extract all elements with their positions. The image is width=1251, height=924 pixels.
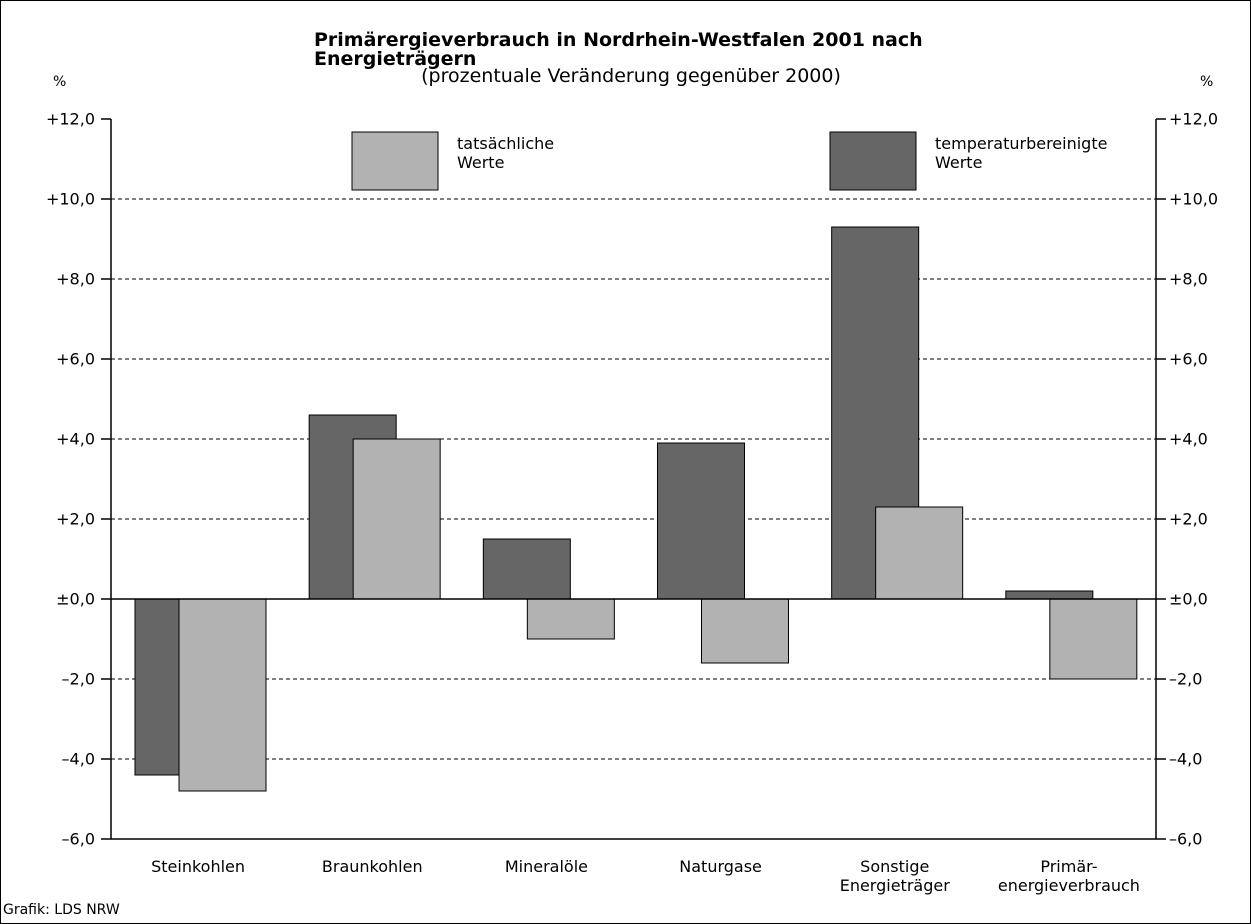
x-tick-label: Primär- energieverbrauch (997, 857, 1140, 895)
bar (701, 598, 789, 664)
chart-title: Primärergieverbrauch in Nordrhein-Westfa… (314, 29, 923, 70)
y2-tick-label: +2,0 (1169, 509, 1208, 529)
x-tick-label: Sonstige Energieträger (839, 857, 950, 895)
legend-swatch (829, 131, 917, 191)
y-axis-label: % (53, 74, 67, 90)
y-tick-label: +6,0 (56, 349, 95, 369)
bar (352, 438, 441, 600)
bar (482, 538, 571, 600)
bar (526, 598, 615, 640)
y2-tick-label: –4,0 (1169, 749, 1203, 769)
bar (178, 598, 267, 792)
x-tick-label: Steinkohlen (151, 857, 246, 876)
y-tick-label: ±0,0 (56, 589, 95, 609)
y-tick-label: –6,0 (61, 829, 95, 849)
y-tick-label: +10,0 (45, 189, 95, 209)
y2-tick-label: ±0,0 (1169, 589, 1208, 609)
x-tick-label: Braunkohlen (321, 857, 423, 876)
bar (1049, 598, 1138, 680)
y2-tick-label: +6,0 (1169, 349, 1208, 369)
y-tick-label: +2,0 (56, 509, 95, 529)
legend-label: temperaturbereinigte Werte (935, 134, 1112, 172)
y2-tick-label: –6,0 (1169, 829, 1203, 849)
y-tick-label: +12,0 (45, 109, 95, 129)
legend-swatch (351, 131, 439, 191)
y-tick-label: –4,0 (61, 749, 95, 769)
chart-subtitle: (prozentuale Veränderung gegenüber 2000) (421, 65, 841, 87)
y2-tick-label: –2,0 (1169, 669, 1203, 689)
x-tick-label: Mineralöle (504, 857, 588, 876)
x-tick-label: Naturgase (679, 857, 762, 876)
y-tick-label: –2,0 (61, 669, 95, 689)
bar (875, 506, 964, 600)
bar (657, 442, 745, 600)
y-tick-label: +8,0 (56, 269, 95, 289)
y2-tick-label: +4,0 (1169, 429, 1208, 449)
bar (1005, 590, 1094, 600)
y2-tick-label: +10,0 (1169, 189, 1219, 209)
legend-label: tatsächliche Werte (457, 134, 559, 172)
y2-tick-label: +12,0 (1169, 109, 1219, 129)
y2-tick-label: +8,0 (1169, 269, 1208, 289)
y2-axis-label: % (1200, 74, 1214, 90)
source: Grafik: LDS NRW (3, 902, 120, 918)
y-tick-label: +4,0 (56, 429, 95, 449)
